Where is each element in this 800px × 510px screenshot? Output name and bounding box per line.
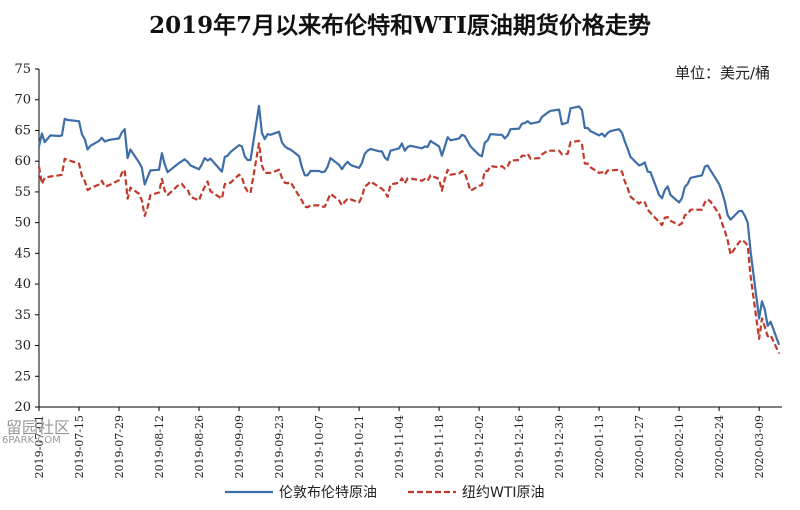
- y-tick-label: 20: [14, 400, 31, 415]
- chart-title: 2019年7月以来布伦特和WTI原油期货价格走势: [149, 12, 651, 39]
- x-tick-label: 2019-08-12: [153, 415, 166, 478]
- x-tick-label: 2019-11-18: [433, 415, 446, 478]
- y-tick-label: 40: [14, 277, 31, 292]
- legend: 伦敦布伦特原油 纽约WTI原油: [225, 485, 545, 501]
- y-tick-label: 70: [14, 93, 31, 108]
- x-tick-label: 2019-07-29: [113, 415, 126, 478]
- watermark-line1: 留园社区: [6, 418, 70, 437]
- x-tick-label: 2020-03-09: [753, 415, 766, 478]
- series-group: [37, 104, 781, 354]
- x-tick-label: 2019-12-16: [513, 415, 526, 478]
- axes: 20 25 30 35 40 45 50 55 60 65 70 75 2019-07-01 2019-0…: [14, 62, 782, 478]
- x-tick-label: 2019-10-21: [353, 415, 366, 478]
- x-tick-label: 2019-09-09: [233, 415, 246, 478]
- y-tick-label: 55: [14, 185, 31, 200]
- wti-legend-label: 纽约WTI原油: [462, 485, 545, 501]
- x-tick-label: 2019-08-26: [193, 415, 206, 478]
- x-tick-label: 2019-12-30: [553, 415, 566, 478]
- brent-line: [37, 104, 781, 346]
- unit-label: 单位：美元/桶: [675, 64, 770, 82]
- y-tick-label: 30: [14, 339, 31, 354]
- x-tick-label: 2020-01-27: [633, 415, 646, 478]
- brent-legend-label: 伦敦布伦特原油: [279, 485, 377, 501]
- y-tick-label: 65: [14, 123, 31, 138]
- y-tick-label: 45: [14, 246, 31, 261]
- watermark: 留园社区 6PARK.COM: [2, 418, 70, 446]
- watermark-line2: 6PARK.COM: [2, 435, 61, 446]
- x-tick-label: 2020-02-24: [713, 415, 726, 478]
- y-tick-label: 75: [14, 62, 31, 77]
- y-tick-label: 25: [14, 369, 31, 384]
- x-tick-label: 2019-07-01: [33, 415, 46, 478]
- y-tick-label: 60: [14, 154, 31, 169]
- y-tick-label: 50: [14, 216, 31, 231]
- x-tick-label: 2019-10-07: [313, 415, 326, 478]
- y-tick-label: 35: [14, 308, 31, 323]
- x-tick-label: 2019-12-02: [473, 415, 486, 478]
- x-tick-label: 2019-07-15: [73, 415, 86, 478]
- x-tick-label: 2020-02-10: [673, 415, 686, 478]
- x-tick-label: 2020-01-13: [593, 415, 606, 478]
- x-tick-label: 2019-09-23: [273, 415, 286, 478]
- x-tick-label: 2019-11-04: [393, 415, 406, 478]
